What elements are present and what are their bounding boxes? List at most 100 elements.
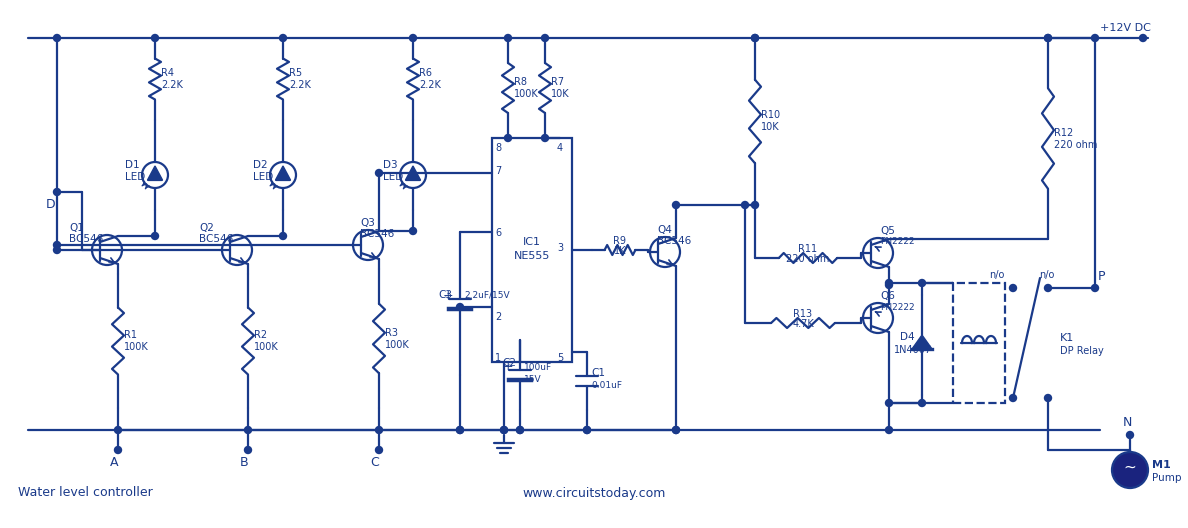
Circle shape — [152, 34, 158, 42]
Text: 4.7K: 4.7K — [792, 319, 814, 329]
Text: IC1: IC1 — [523, 237, 541, 247]
Text: R1: R1 — [124, 330, 137, 340]
Text: 1: 1 — [495, 353, 501, 363]
Text: Pump: Pump — [1152, 473, 1182, 483]
Text: +12V DC: +12V DC — [1100, 23, 1151, 33]
Circle shape — [1044, 34, 1051, 42]
Polygon shape — [276, 166, 290, 180]
Text: D4: D4 — [901, 332, 915, 342]
Text: 7: 7 — [495, 166, 501, 176]
Circle shape — [885, 279, 892, 287]
Polygon shape — [147, 166, 163, 180]
Text: LED: LED — [253, 172, 273, 182]
Circle shape — [53, 241, 61, 249]
Text: D1: D1 — [125, 160, 140, 170]
Text: BC546: BC546 — [69, 234, 103, 244]
Bar — [953, 283, 1005, 403]
Circle shape — [500, 427, 507, 433]
Text: C1: C1 — [590, 368, 605, 378]
Circle shape — [114, 447, 121, 454]
Text: LED: LED — [125, 172, 145, 182]
Circle shape — [918, 400, 925, 407]
Circle shape — [456, 427, 463, 433]
Circle shape — [114, 427, 121, 433]
Text: n/o: n/o — [990, 270, 1005, 280]
Text: 3: 3 — [557, 243, 563, 253]
Circle shape — [542, 135, 549, 142]
Text: 8: 8 — [495, 143, 501, 153]
Text: Q5: Q5 — [880, 226, 895, 236]
Circle shape — [885, 427, 892, 433]
Circle shape — [672, 427, 680, 433]
Text: 100K: 100K — [514, 89, 538, 99]
Circle shape — [245, 427, 252, 433]
Text: +: + — [503, 361, 513, 373]
Circle shape — [1044, 285, 1051, 291]
Polygon shape — [912, 335, 933, 349]
Polygon shape — [406, 166, 421, 180]
Circle shape — [245, 447, 252, 454]
Text: BC546: BC546 — [360, 229, 394, 239]
Circle shape — [375, 447, 383, 454]
Text: PN2222: PN2222 — [880, 238, 915, 247]
Text: R5: R5 — [289, 68, 302, 78]
Text: 100uF: 100uF — [524, 363, 552, 372]
Circle shape — [152, 232, 158, 240]
Circle shape — [1044, 34, 1051, 42]
Circle shape — [456, 304, 463, 310]
Text: 220 ohm: 220 ohm — [1054, 139, 1098, 149]
Circle shape — [741, 202, 748, 209]
Text: Q1: Q1 — [69, 223, 84, 233]
Circle shape — [672, 202, 680, 209]
Text: Q3: Q3 — [360, 218, 375, 228]
Text: 2: 2 — [495, 312, 501, 322]
Text: +: + — [443, 289, 454, 302]
Circle shape — [885, 281, 892, 288]
Text: 2.2K: 2.2K — [419, 80, 441, 90]
Circle shape — [1112, 452, 1148, 488]
Text: C2: C2 — [503, 358, 516, 368]
Text: 5: 5 — [557, 353, 563, 363]
Text: 2.2K: 2.2K — [289, 80, 311, 90]
Circle shape — [1010, 285, 1017, 291]
Circle shape — [456, 427, 463, 433]
Text: D: D — [46, 199, 56, 212]
Text: C: C — [371, 456, 379, 468]
Text: R4: R4 — [162, 68, 173, 78]
Circle shape — [375, 169, 383, 176]
Circle shape — [517, 427, 524, 433]
Text: BC546: BC546 — [657, 236, 691, 246]
Circle shape — [410, 34, 417, 42]
Circle shape — [752, 34, 758, 42]
Text: DP Relay: DP Relay — [1060, 346, 1104, 356]
Circle shape — [752, 202, 758, 209]
Text: 100K: 100K — [124, 342, 148, 352]
Text: D2: D2 — [253, 160, 267, 170]
Text: C3: C3 — [438, 290, 451, 300]
Text: 4: 4 — [557, 143, 563, 153]
Circle shape — [918, 279, 925, 287]
Circle shape — [542, 34, 549, 42]
Text: www.circuitstoday.com: www.circuitstoday.com — [523, 486, 665, 499]
Text: ~: ~ — [1124, 459, 1137, 475]
Circle shape — [583, 427, 590, 433]
Circle shape — [375, 427, 383, 433]
Text: 1K: 1K — [614, 246, 626, 256]
Text: NE555: NE555 — [514, 251, 550, 261]
Circle shape — [1092, 285, 1099, 291]
Text: R8: R8 — [514, 77, 527, 87]
Text: 100K: 100K — [254, 342, 279, 352]
Text: 15V: 15V — [524, 374, 542, 383]
Text: ~: ~ — [1124, 459, 1137, 475]
Text: Q4: Q4 — [657, 225, 672, 235]
Circle shape — [672, 427, 680, 433]
Text: R11: R11 — [798, 244, 817, 254]
Circle shape — [1126, 431, 1133, 438]
Text: R9: R9 — [613, 236, 626, 246]
Bar — [492, 138, 571, 362]
Text: 10K: 10K — [551, 89, 569, 99]
Text: 2.2K: 2.2K — [162, 80, 183, 90]
Text: Q6: Q6 — [880, 291, 895, 301]
Circle shape — [53, 34, 61, 42]
Circle shape — [410, 228, 417, 234]
